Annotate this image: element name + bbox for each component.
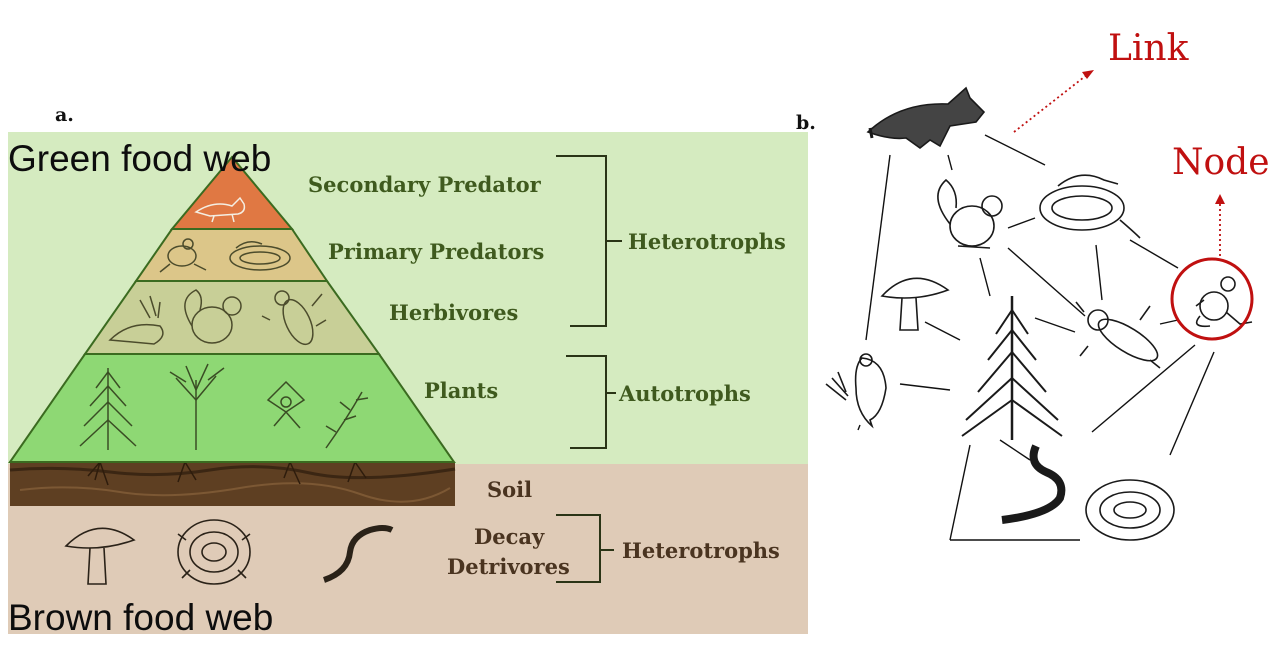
node-highlight-circle (1170, 257, 1254, 341)
bracket-heterotrophs-lower (556, 514, 601, 583)
brown-food-web-title: Brown food web (8, 597, 274, 638)
level-secondary-predator: Secondary Predator (308, 172, 541, 197)
tree-icon (169, 363, 225, 450)
frog-icon (159, 238, 207, 273)
node-arrowhead (1215, 194, 1225, 204)
level-soil: Soil (487, 477, 533, 502)
secondary-predator-band (169, 155, 295, 230)
level-decay: Decay (474, 524, 545, 549)
beetle-icon (261, 290, 327, 346)
group-heterotrophs-upper: Heterotrophs (628, 229, 786, 254)
green-food-web-title: Green food web (8, 138, 272, 179)
level-plants: Plants (424, 378, 499, 403)
panel-a-label: a. (55, 104, 74, 126)
snake-icon (229, 241, 291, 271)
network-links (857, 134, 1215, 541)
herbivores-band (83, 280, 381, 355)
bird-icon (108, 295, 164, 345)
link-label: Link (1108, 28, 1189, 69)
shrub-icon (325, 391, 369, 449)
link-pointer-arrow (1013, 73, 1089, 133)
group-autotrophs: Autotrophs (619, 381, 751, 406)
link-arrowhead (1082, 70, 1094, 79)
plants-band (8, 353, 456, 463)
bird-icon (825, 353, 887, 429)
root-lines (87, 461, 367, 486)
food-web-network (825, 70, 1254, 541)
level-detrivores: Detrivores (447, 554, 570, 579)
level-herbivores: Herbivores (389, 300, 519, 325)
grub-icon (177, 519, 251, 585)
level-primary-predators: Primary Predators (328, 239, 545, 264)
grub-icon (1085, 479, 1175, 541)
pyramid-diagram (8, 132, 808, 634)
worm-icon (1001, 444, 1066, 524)
panel-b-label: b. (796, 112, 816, 134)
squirrel-icon (184, 289, 242, 344)
worm-icon (322, 525, 394, 583)
brackets (556, 155, 622, 583)
bracket-autotrophs (566, 355, 607, 449)
fox-icon (194, 196, 246, 223)
snake-icon (1039, 174, 1141, 239)
node-label: Node (1172, 142, 1270, 183)
mushroom-icon (64, 527, 136, 585)
group-heterotrophs-lower: Heterotrophs (622, 538, 780, 563)
flower-icon (266, 380, 306, 429)
conifer-icon (79, 368, 137, 450)
beetle-icon (1075, 301, 1161, 369)
conifer-icon (961, 296, 1063, 440)
frog-icon (1195, 276, 1253, 328)
mushroom-icon (880, 277, 950, 331)
squirrel-icon (937, 178, 1003, 249)
fox-icon (866, 86, 986, 150)
